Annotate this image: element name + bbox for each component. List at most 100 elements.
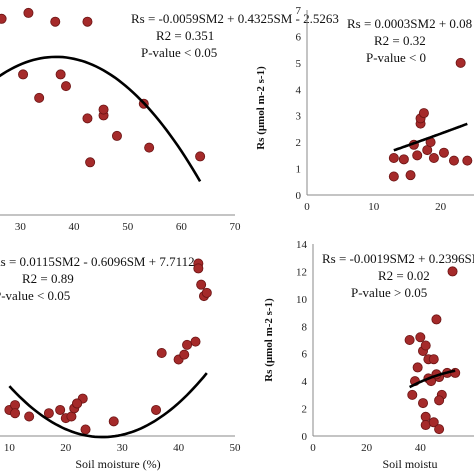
- x-tick-label: 40: [415, 442, 427, 454]
- y-tick-label: 4: [302, 376, 308, 388]
- data-point: [398, 154, 409, 165]
- equation-label: Rs = 0.0003SM2 + 0.08: [347, 16, 472, 31]
- x-tick-labels: 10 20 30 40 50: [4, 442, 241, 454]
- r-squared-label: R2 = 0.89: [22, 271, 74, 286]
- data-point: [0, 13, 7, 24]
- data-point: [24, 411, 35, 422]
- y-tick-label: 2: [302, 404, 308, 416]
- data-point: [428, 417, 439, 428]
- r-squared-label: R2 = 0.351: [156, 28, 214, 43]
- data-point: [43, 408, 54, 419]
- x-tick-label: 40: [173, 442, 185, 454]
- x-tick-labels: 30 40 50 60 70: [15, 221, 241, 233]
- r-squared-label: R2 = 0.32: [374, 33, 426, 48]
- data-point: [407, 389, 418, 400]
- x-tick-label: 20: [60, 442, 72, 454]
- data-point: [405, 170, 416, 181]
- x-tick-label: 50: [230, 442, 242, 454]
- x-tick-label: 0: [304, 201, 310, 213]
- data-point: [85, 157, 96, 168]
- y-axis-label: Rs (μmol m-2 s-1): [263, 298, 275, 382]
- data-point: [156, 348, 167, 359]
- data-point: [455, 57, 466, 68]
- data-point: [80, 424, 91, 435]
- data-point: [55, 404, 66, 415]
- data-point: [10, 408, 21, 419]
- data-point: [151, 404, 162, 415]
- equation-label: Rs = -0.0059SM2 + 0.4325SM - 2.5263: [131, 11, 339, 26]
- x-tick-label: 20: [435, 201, 447, 213]
- equation-label: Rs = -0.0019SM2 + 0.2396SM - 2: [322, 251, 474, 266]
- x-tick-label: 10: [4, 442, 16, 454]
- data-point: [404, 334, 415, 345]
- data-point: [447, 266, 458, 277]
- data-point: [111, 130, 122, 141]
- data-point: [450, 367, 461, 378]
- x-tick-label: 70: [230, 221, 242, 233]
- y-tick-label: 10: [296, 294, 308, 306]
- data-point: [428, 354, 439, 365]
- fit-curve: [409, 369, 456, 389]
- y-tick-label: 14: [296, 239, 308, 251]
- data-point: [179, 349, 190, 360]
- panel-bottom-left: 10 20 30 40 50 Rs = 0.0115SM2 - 0.6096SM + 7…: [0, 254, 241, 471]
- data-point: [462, 155, 473, 166]
- data-point: [388, 171, 399, 182]
- data-point: [434, 395, 445, 406]
- y-tick-label: 1: [296, 164, 302, 176]
- data-point: [82, 16, 93, 27]
- data-point: [144, 142, 155, 153]
- x-tick-label: 0: [310, 442, 316, 454]
- data-point: [193, 263, 204, 274]
- axis-tick-labels: 0 20 40 0 2 4 6 8 10 12 14: [296, 239, 426, 454]
- y-tick-label: 3: [296, 111, 302, 123]
- data-point: [82, 113, 93, 124]
- equation-label: Rs = 0.0115SM2 - 0.6096SM + 7.7112: [0, 254, 195, 269]
- y-axis-label: Rs (μmol m-2 s-1): [255, 66, 267, 150]
- data-point: [195, 151, 206, 162]
- p-value-label: P-value < 0: [366, 50, 426, 65]
- data-point: [55, 69, 66, 80]
- panel-bottom-right: 0 20 40 0 2 4 6 8 10 12 14 Rs = -0.0019SM2 + 0.239…: [263, 239, 474, 471]
- y-tick-label: 8: [302, 321, 308, 333]
- data-point: [108, 416, 119, 427]
- data-point: [428, 152, 439, 163]
- x-tick-label: 10: [368, 201, 380, 213]
- r-squared-label: R2 = 0.02: [378, 268, 430, 283]
- y-tick-label: 5: [296, 58, 302, 70]
- fit-curve: [393, 122, 468, 152]
- x-axis-label: Soil moisture (%): [75, 457, 160, 471]
- y-tick-label: 6: [296, 31, 302, 43]
- panel-top-right: 0 10 20 0 1 2 3 4 5 6 7 Rs = 0.0003SM2 + 0.08 R2 =…: [255, 5, 474, 213]
- p-value-label: P-value < 0.05: [141, 45, 217, 60]
- data-points: [388, 57, 473, 182]
- data-point: [418, 108, 429, 119]
- data-point: [431, 314, 442, 325]
- x-axis-label: Soil moistu: [382, 457, 437, 471]
- data-point: [98, 104, 109, 115]
- panel-top-left: 30 40 50 60 70 Rs = -0.0059SM2 + 0.4325SM - …: [0, 7, 339, 233]
- data-point: [196, 279, 207, 290]
- y-tick-label: 0: [302, 431, 308, 443]
- p-value-label: P-value < 0.05: [0, 288, 70, 303]
- data-points: [4, 258, 212, 435]
- y-tick-label: 7: [296, 5, 302, 17]
- data-points: [404, 266, 461, 435]
- data-point: [420, 340, 431, 351]
- data-point: [448, 155, 459, 166]
- data-point: [201, 287, 212, 298]
- data-point: [23, 7, 34, 18]
- axis-tick-labels: 0 10 20 0 1 2 3 4 5 6 7: [296, 5, 447, 213]
- p-value-label: P-value > 0.05: [351, 285, 427, 300]
- data-point: [72, 398, 83, 409]
- x-tick-label: 30: [15, 221, 27, 233]
- data-point: [415, 332, 426, 343]
- data-point: [50, 16, 61, 27]
- y-tick-label: 0: [296, 190, 302, 202]
- fit-curve: [0, 55, 202, 183]
- data-point: [412, 150, 423, 161]
- fit-curve: [8, 372, 208, 439]
- y-tick-label: 6: [302, 349, 308, 361]
- y-tick-label: 4: [296, 84, 302, 96]
- x-tick-label: 60: [176, 221, 188, 233]
